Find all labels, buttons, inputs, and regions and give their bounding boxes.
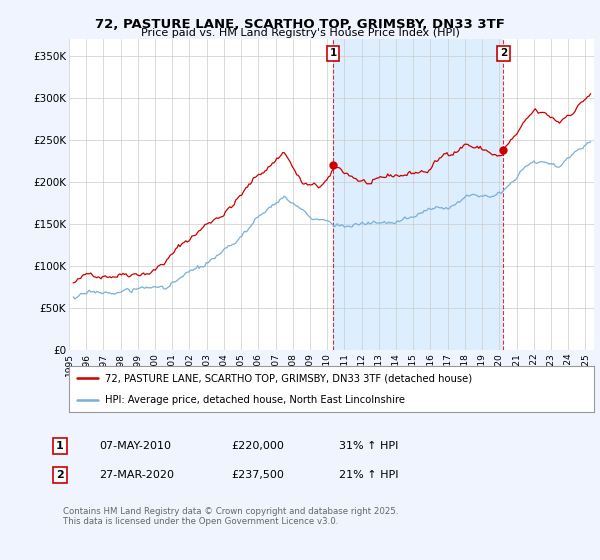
Text: 07-MAY-2010: 07-MAY-2010 — [99, 441, 171, 451]
Text: Price paid vs. HM Land Registry's House Price Index (HPI): Price paid vs. HM Land Registry's House … — [140, 28, 460, 38]
Text: 2: 2 — [500, 48, 507, 58]
Text: HPI: Average price, detached house, North East Lincolnshire: HPI: Average price, detached house, Nort… — [105, 395, 404, 405]
Text: £237,500: £237,500 — [231, 470, 284, 480]
Text: 72, PASTURE LANE, SCARTHO TOP, GRIMSBY, DN33 3TF (detached house): 72, PASTURE LANE, SCARTHO TOP, GRIMSBY, … — [105, 373, 472, 383]
Text: 72, PASTURE LANE, SCARTHO TOP, GRIMSBY, DN33 3TF: 72, PASTURE LANE, SCARTHO TOP, GRIMSBY, … — [95, 18, 505, 31]
Text: £220,000: £220,000 — [231, 441, 284, 451]
Text: 1: 1 — [329, 48, 337, 58]
Text: 27-MAR-2020: 27-MAR-2020 — [99, 470, 174, 480]
Text: 1: 1 — [56, 441, 64, 451]
Text: 2: 2 — [56, 470, 64, 480]
Text: Contains HM Land Registry data © Crown copyright and database right 2025.
This d: Contains HM Land Registry data © Crown c… — [63, 507, 398, 526]
Bar — [333, 39, 503, 350]
Text: 21% ↑ HPI: 21% ↑ HPI — [339, 470, 398, 480]
Text: 31% ↑ HPI: 31% ↑ HPI — [339, 441, 398, 451]
